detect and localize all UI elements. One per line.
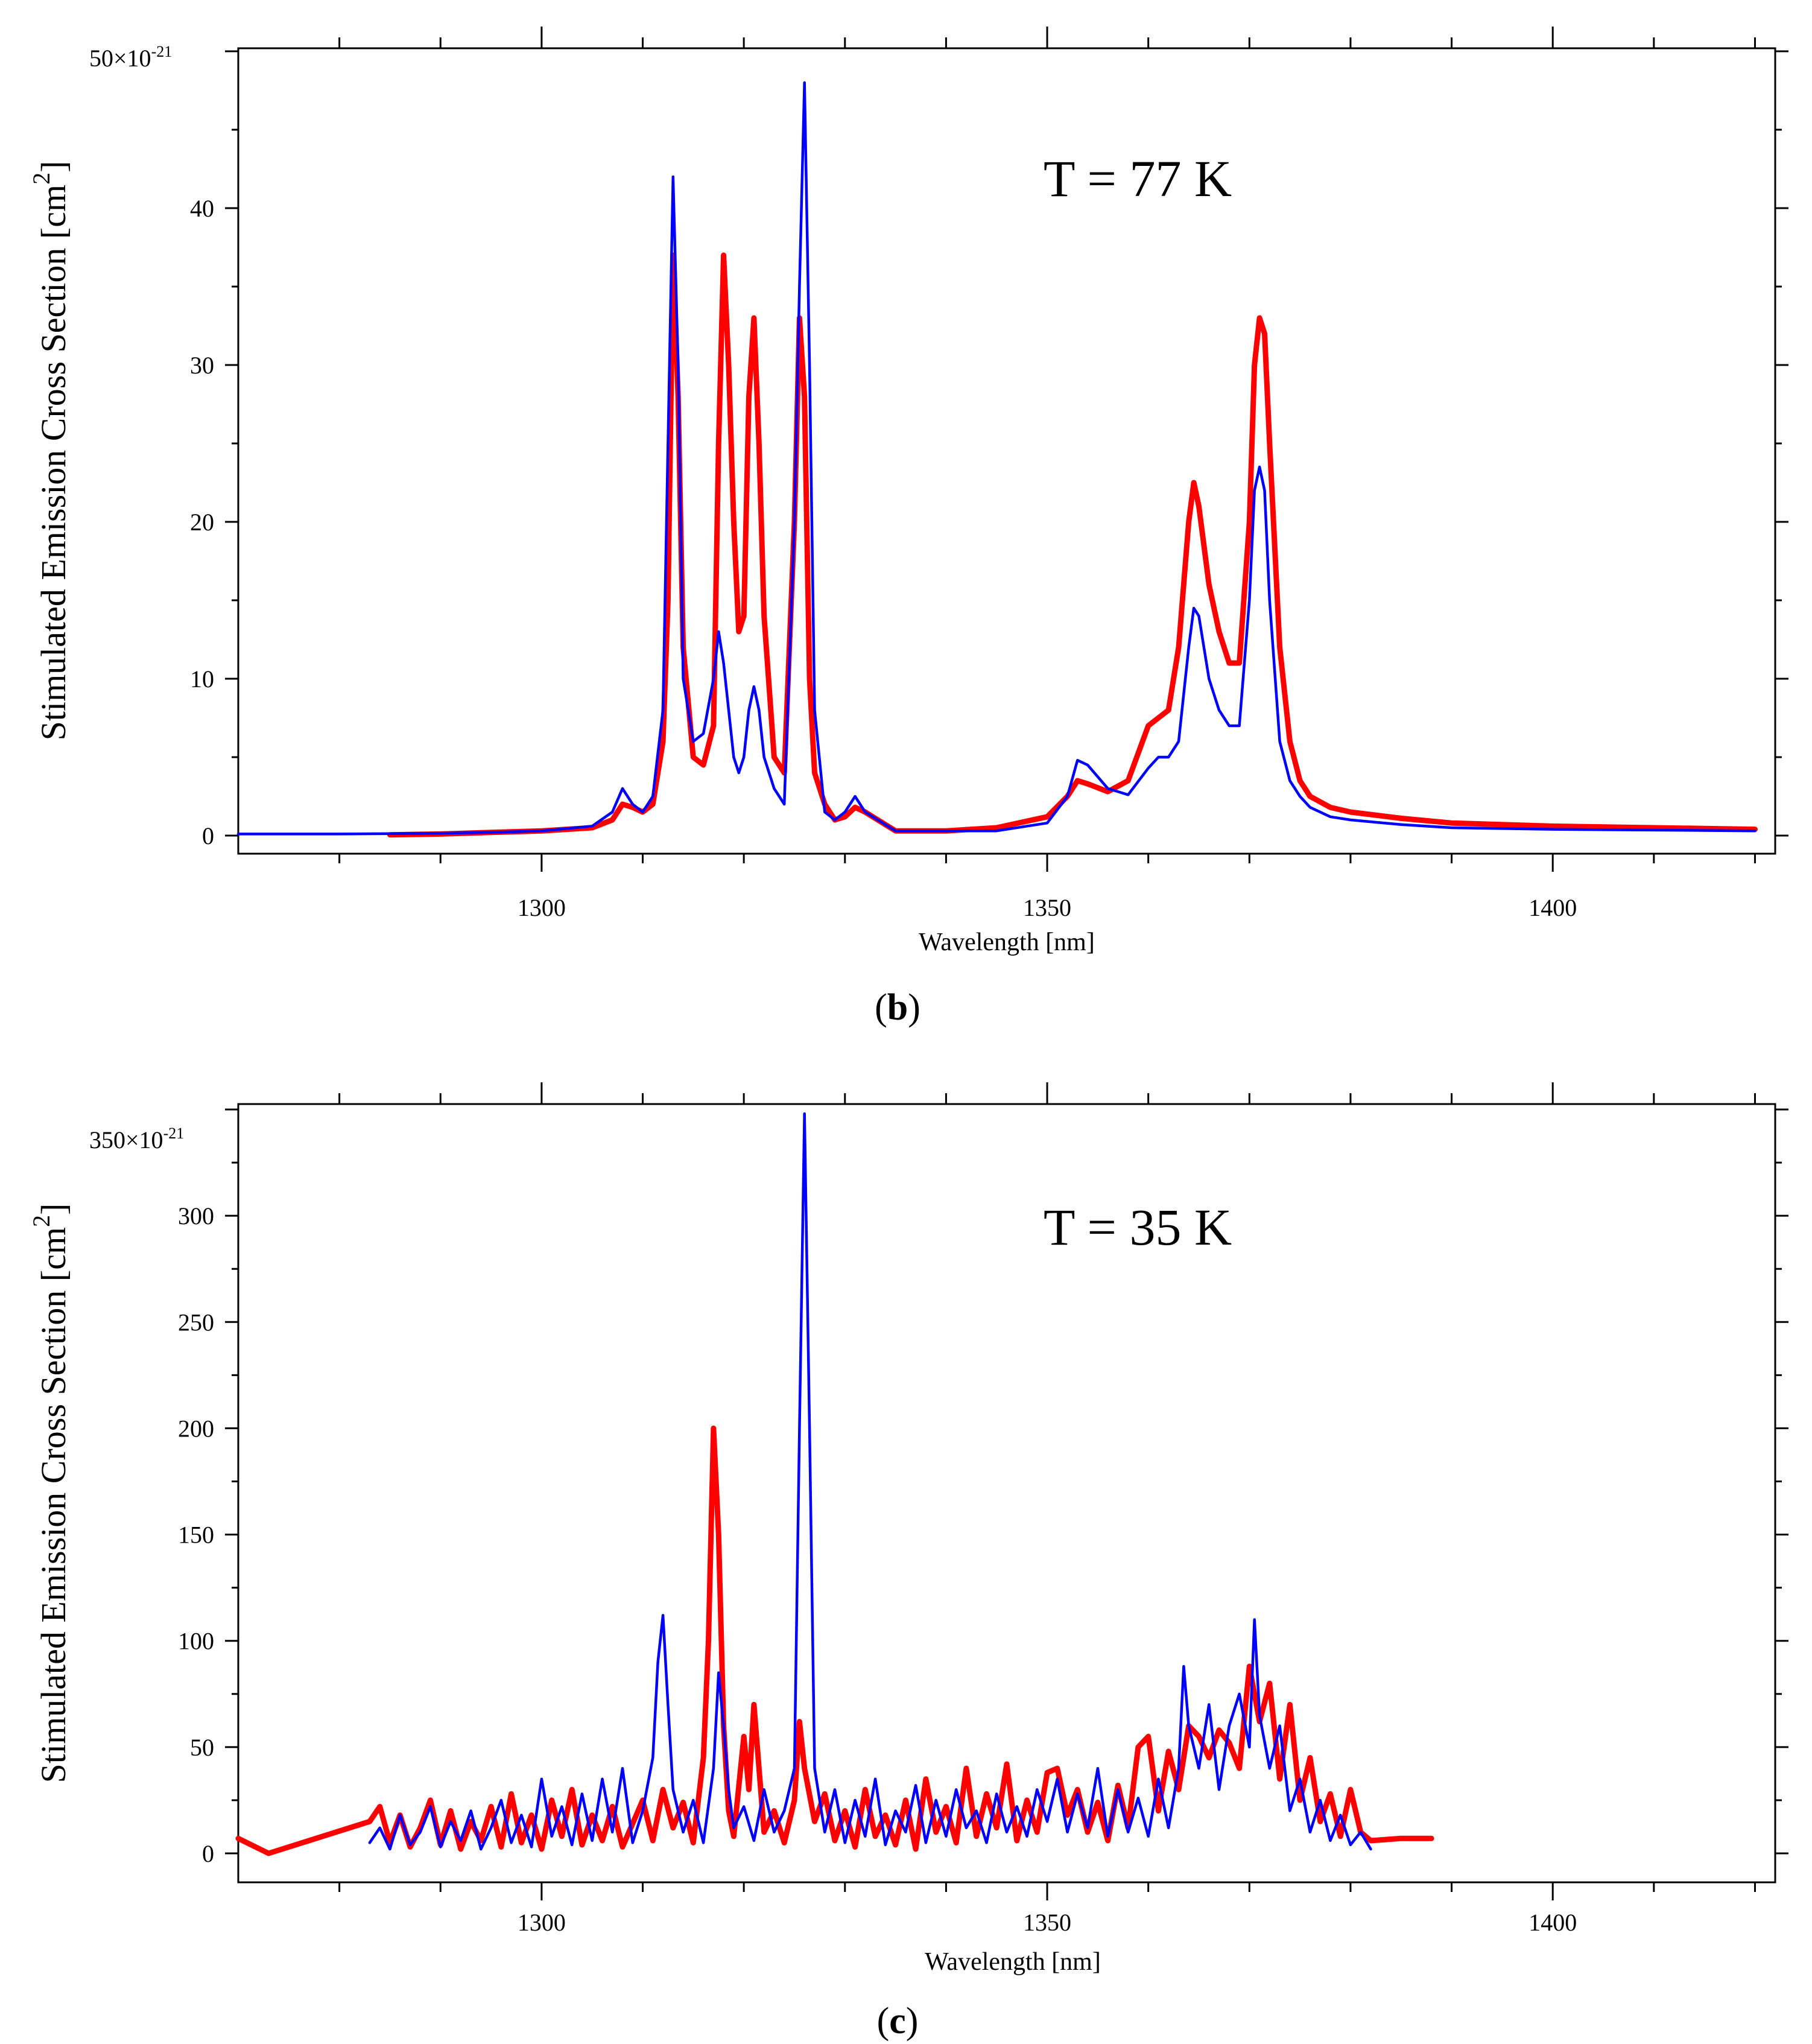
x-tick-label: 1300	[518, 1909, 566, 1936]
x-axis-title: Wavelength [nm]	[919, 928, 1095, 956]
x-tick-labels: 1300 1350 1400	[518, 1909, 1577, 1936]
series-line-red	[235, 1425, 1434, 1856]
axis-ticks	[225, 1082, 1788, 1900]
panel-label-c: (c)	[877, 2001, 919, 2042]
y-tick-labels: 0 50 100 150 200 250 300	[178, 1202, 214, 1867]
chart-panel-c: 0 50 100 150 200 250 300 1300 1350 1400 350×10-2…	[28, 1082, 1788, 2042]
x-tick-label: 1400	[1528, 1909, 1577, 1936]
x-tick-label: 1300	[518, 894, 566, 921]
y-tick-label: 200	[178, 1415, 214, 1442]
y-tick-labels: 0 10 20 30 40	[190, 195, 214, 849]
y-tick-label: 300	[178, 1202, 214, 1230]
series-lines	[236, 81, 1758, 838]
x-tick-label: 1400	[1528, 894, 1577, 921]
y-tick-label: 0	[202, 1840, 214, 1867]
y-tick-label: 10	[190, 665, 214, 693]
series-line-blue	[368, 1112, 1372, 1851]
series-line-blue	[236, 81, 1757, 836]
y-tick-label: 30	[190, 352, 214, 379]
y-tick-label: 250	[178, 1309, 214, 1336]
axis-ticks	[225, 27, 1788, 872]
y-top-label: 350×10-21	[89, 1125, 184, 1154]
annotation-temperature: T = 35 K	[1044, 1198, 1232, 1256]
y-top-label: 50×10-21	[89, 43, 172, 72]
y-tick-label: 20	[190, 509, 214, 536]
series-line-red	[387, 252, 1758, 838]
plot-frame	[237, 47, 1776, 855]
x-tick-labels: 1300 1350 1400	[518, 894, 1577, 921]
y-axis-title: Stimulated Emission Cross Section [cm2]	[28, 161, 73, 741]
y-tick-label: 50	[190, 1734, 214, 1761]
series-lines	[235, 1112, 1434, 1856]
y-tick-label: 0	[202, 822, 214, 849]
panel-label-b: (b)	[875, 987, 920, 1028]
y-tick-label: 40	[190, 195, 214, 222]
plot-frame	[237, 1103, 1776, 1884]
x-tick-label: 1350	[1023, 1909, 1071, 1936]
y-tick-label: 100	[178, 1628, 214, 1655]
annotation-temperature: T = 77 K	[1044, 150, 1232, 208]
x-tick-label: 1350	[1023, 894, 1071, 921]
y-axis-title: Stimulated Emission Cross Section [cm2]	[28, 1204, 73, 1783]
y-tick-label: 150	[178, 1522, 214, 1549]
x-axis-title: Wavelength [nm]	[925, 1948, 1101, 1976]
chart-panel-b: 0 10 20 30 40 1300 1350 1400 50×10-21 T = 77 K…	[28, 27, 1788, 1028]
